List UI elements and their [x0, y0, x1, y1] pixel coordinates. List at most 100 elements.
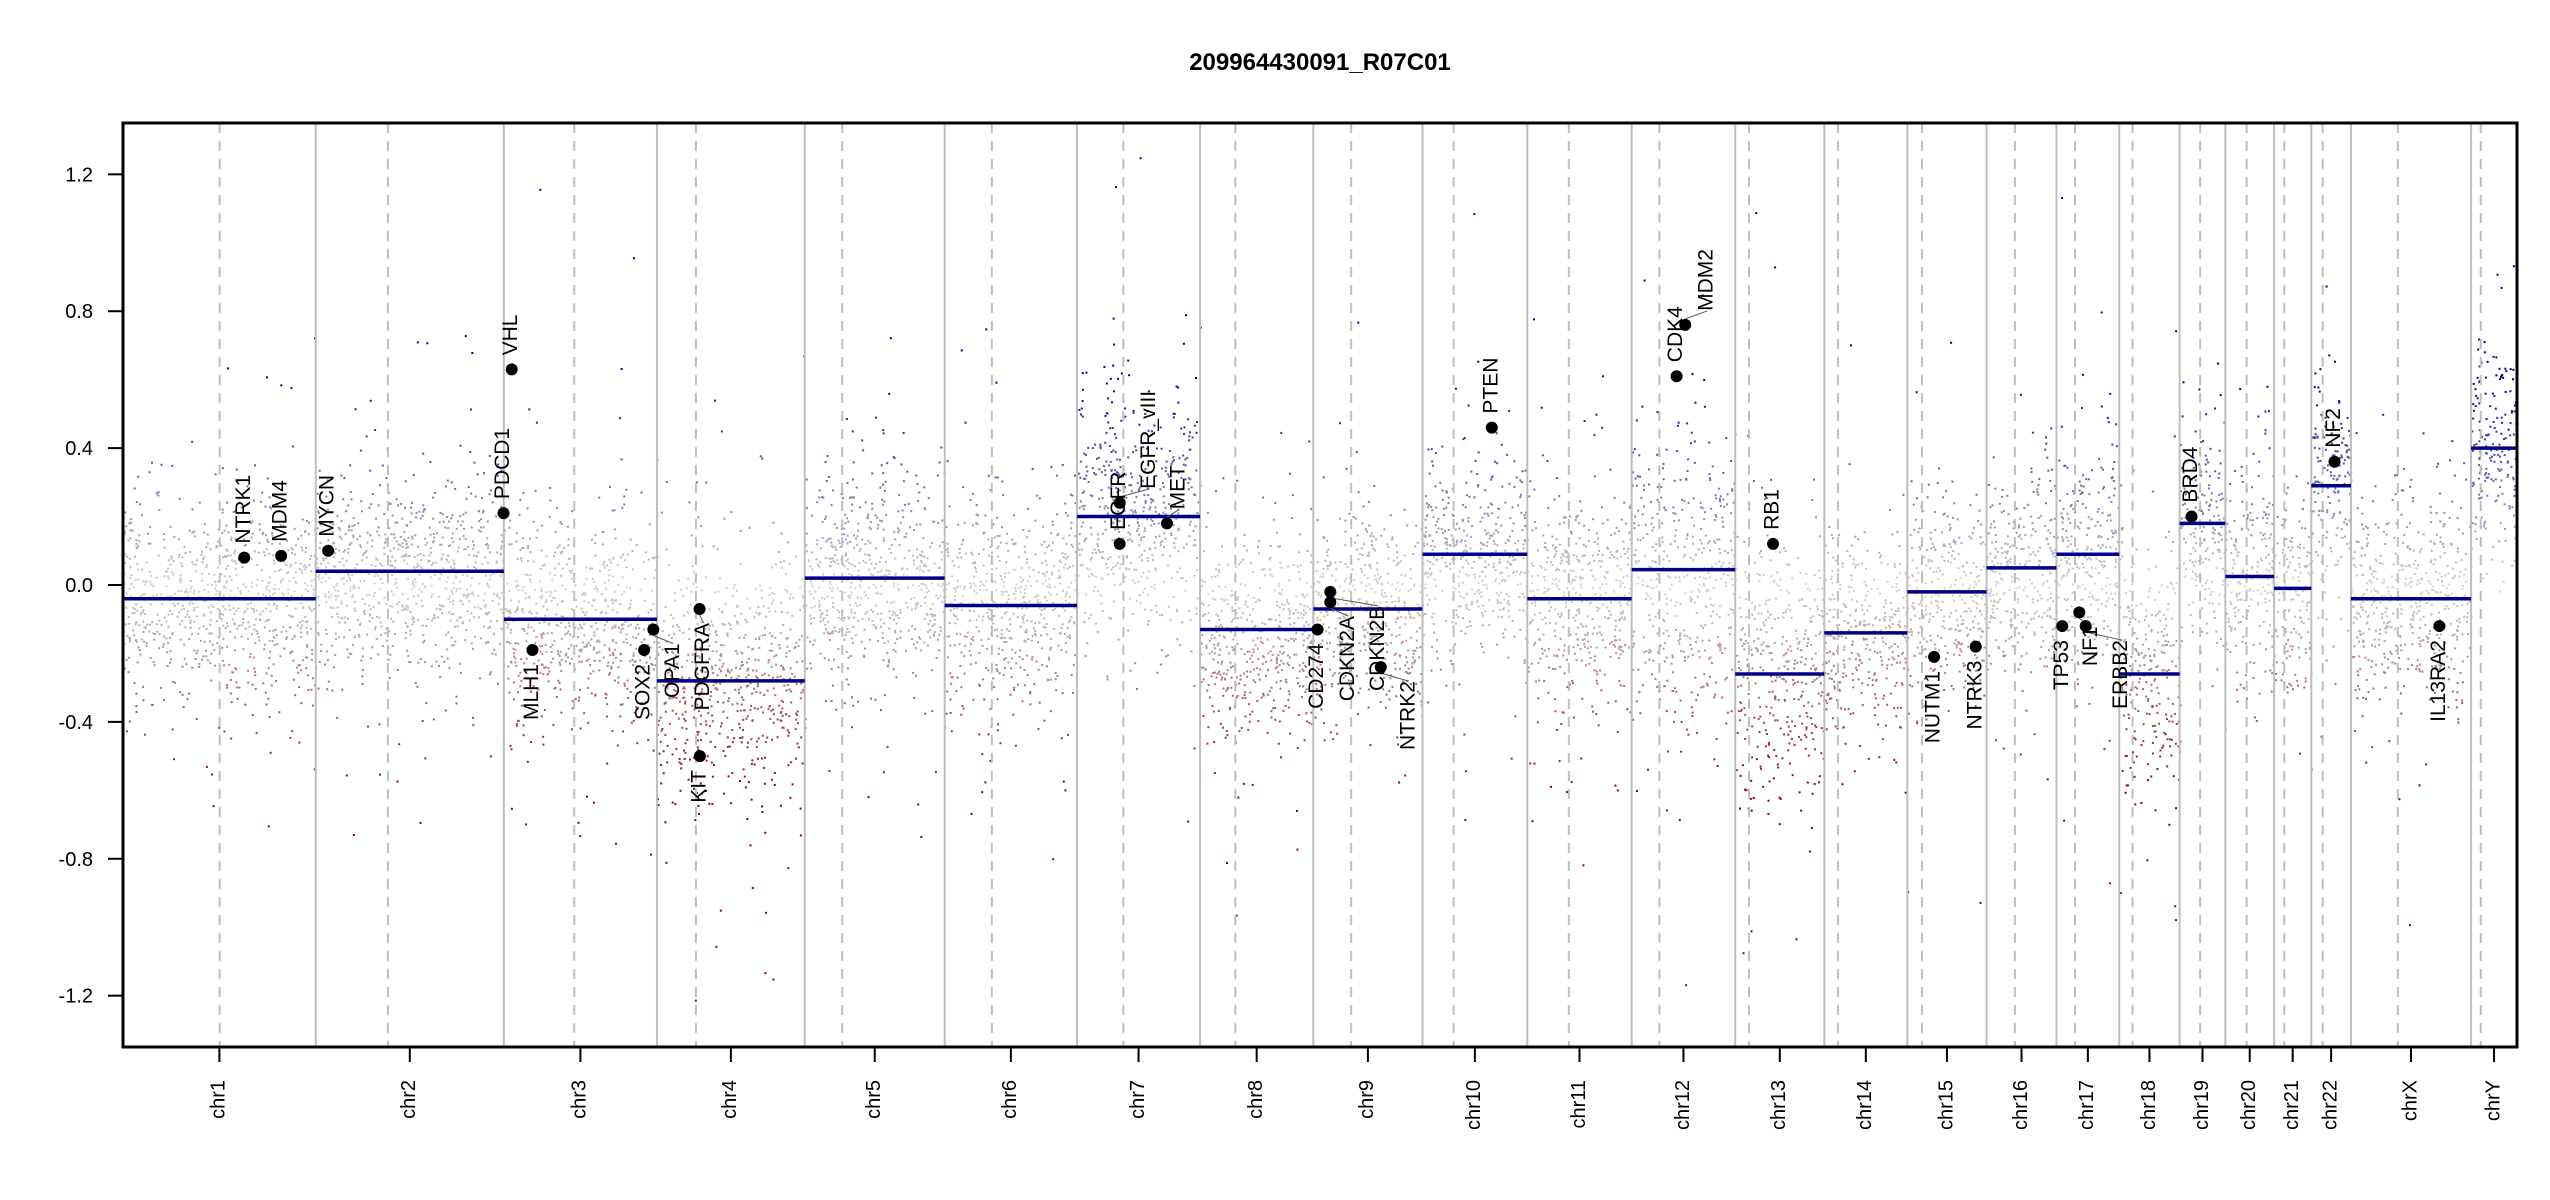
- probe-point: [1212, 643, 1215, 646]
- probe-point: [233, 623, 236, 626]
- probe-point: [701, 545, 704, 548]
- probe-point: [719, 670, 722, 673]
- probe-point: [794, 728, 797, 731]
- probe-point: [1014, 744, 1017, 747]
- probe-point: [667, 564, 670, 567]
- probe-point: [462, 593, 465, 596]
- probe-point: [1108, 616, 1111, 619]
- probe-point: [555, 623, 558, 626]
- probe-point: [1286, 599, 1289, 601]
- probe-point: [699, 705, 702, 708]
- probe-point: [974, 661, 977, 664]
- probe-point: [545, 591, 548, 594]
- probe-point: [887, 664, 890, 667]
- probe-point: [798, 638, 801, 641]
- probe-point: [226, 684, 229, 687]
- probe-point: [1274, 667, 1277, 670]
- probe-point: [300, 624, 303, 627]
- probe-point: [699, 739, 702, 742]
- probe-point: [992, 677, 995, 680]
- probe-point: [507, 623, 510, 626]
- probe-point: [1045, 665, 1048, 668]
- probe-point: [1288, 612, 1291, 615]
- probe-point: [1027, 638, 1030, 640]
- probe-point: [367, 725, 369, 728]
- probe-point: [1295, 609, 1297, 612]
- probe-point: [731, 728, 734, 731]
- probe-point: [406, 524, 408, 527]
- probe-point: [875, 416, 878, 419]
- probe-point: [586, 795, 588, 798]
- probe-point: [901, 509, 904, 512]
- probe-point: [860, 597, 863, 600]
- probe-point: [949, 602, 952, 605]
- probe-point: [831, 557, 834, 560]
- probe-point: [1118, 519, 1120, 522]
- probe-point: [791, 672, 794, 675]
- probe-point: [254, 670, 256, 673]
- probe-point: [1093, 548, 1096, 551]
- probe-point: [715, 634, 718, 636]
- probe-point: [1116, 458, 1119, 461]
- probe-point: [312, 593, 315, 596]
- probe-point: [129, 529, 132, 532]
- probe-point: [854, 612, 856, 615]
- probe-point: [1097, 548, 1100, 551]
- probe-point: [1013, 514, 1016, 517]
- probe-point: [325, 533, 328, 536]
- probe-point: [429, 533, 432, 536]
- probe-point: [421, 582, 424, 585]
- probe-point: [190, 633, 193, 636]
- probe-point: [867, 568, 870, 571]
- probe-point: [1195, 613, 1198, 615]
- probe-point: [824, 557, 827, 560]
- probe-point: [288, 626, 291, 629]
- probe-point: [405, 547, 408, 549]
- probe-point: [821, 596, 823, 599]
- probe-point: [138, 540, 141, 543]
- probe-point: [1072, 692, 1074, 694]
- probe-point: [731, 703, 734, 706]
- probe-point: [774, 563, 777, 566]
- probe-point: [889, 337, 892, 340]
- probe-point: [975, 591, 978, 594]
- probe-point: [406, 577, 409, 580]
- probe-point: [971, 636, 974, 638]
- probe-point: [998, 534, 1001, 537]
- probe-point: [1003, 658, 1006, 661]
- probe-point: [1137, 489, 1140, 492]
- probe-point: [736, 710, 739, 713]
- probe-point: [1195, 607, 1198, 610]
- probe-point: [1000, 629, 1003, 632]
- probe-point: [545, 555, 548, 558]
- probe-point: [1137, 527, 1140, 530]
- probe-point: [905, 601, 908, 604]
- probe-point: [925, 586, 928, 589]
- probe-point: [773, 655, 776, 658]
- probe-point: [160, 593, 163, 596]
- probe-point: [1237, 796, 1240, 799]
- probe-point: [774, 610, 777, 613]
- probe-point: [407, 655, 410, 657]
- probe-point: [285, 605, 288, 607]
- probe-point: [290, 387, 293, 390]
- probe-point: [127, 539, 130, 542]
- probe-point: [1168, 503, 1170, 506]
- probe-point: [591, 578, 594, 581]
- probe-point: [950, 730, 953, 733]
- probe-point: [1195, 431, 1198, 434]
- probe-point: [740, 703, 743, 706]
- probe-point: [1207, 604, 1210, 607]
- probe-point: [1278, 614, 1281, 617]
- probe-point: [1028, 530, 1031, 532]
- probe-point: [989, 760, 992, 762]
- probe-point: [1259, 599, 1262, 602]
- probe-point: [459, 599, 462, 602]
- probe-point: [1278, 664, 1281, 666]
- probe-point: [272, 636, 275, 639]
- probe-point: [391, 644, 394, 647]
- probe-point: [712, 545, 715, 548]
- probe-point: [399, 544, 402, 547]
- probe-point: [1013, 689, 1016, 691]
- probe-point: [1110, 485, 1113, 488]
